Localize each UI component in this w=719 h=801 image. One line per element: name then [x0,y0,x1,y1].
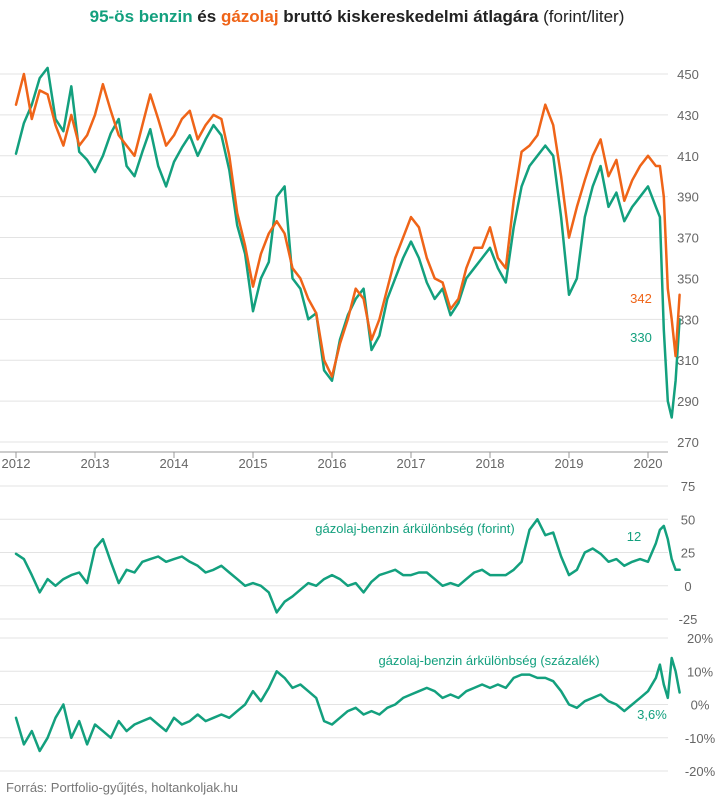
title-unit: (forint/liter) [538,7,624,26]
y-tick-label: 50 [681,512,695,527]
y-tick-label: -20% [685,764,716,779]
source-note: Forrás: Portfolio-gyűjtés, holtankoljak.… [6,780,238,795]
gazolaj-line [14,72,681,378]
y-tick-label: 450 [677,67,699,82]
y-tick-label: 430 [677,108,699,123]
y-tick-label: 25 [681,546,695,561]
x-tick-label: 2017 [397,456,426,471]
y-tick-label: 290 [677,394,699,409]
y-tick-label: 370 [677,231,699,246]
x-tick-label: 2013 [81,456,110,471]
x-tick-label: 2014 [160,456,189,471]
x-tick-label: 2012 [2,456,31,471]
series-label: gázolaj-benzin árkülönbség (forint) [315,521,514,536]
x-tick-label: 2016 [318,456,347,471]
y-tick-label: 390 [677,190,699,205]
y-tick-label: 330 [677,312,699,327]
y-tick-label: 310 [677,353,699,368]
x-tick-label: 2018 [476,456,505,471]
diff-line [14,656,681,753]
last-value-diff-forint: 12 [627,529,641,544]
last-value-gazolaj: 342 [630,291,652,306]
title-es: és [193,7,221,26]
last-value-diff-percent: 3,6% [637,707,667,722]
y-tick-label: 75 [681,479,695,494]
x-tick-label: 2020 [634,456,663,471]
diff-forint-panel: -25 0 25 50 75 gázolaj-benzin árkülönbség (fo… [0,479,697,627]
y-tick-label: 0% [691,698,710,713]
y-tick-label: 350 [677,271,699,286]
x-tick-label: 2015 [239,456,268,471]
series-label: gázolaj-benzin árkülönbség (százalék) [378,653,599,668]
title-gazolaj: gázolaj [221,7,279,26]
diff-percent-panel: -20% -10% 0% 10% 20% gázolaj-benzin árkülönbs… [0,631,716,779]
x-tick-label: 2019 [555,456,584,471]
y-tick-label: 270 [677,435,699,450]
diff-line [14,518,681,614]
y-tick-label: -10% [685,731,716,746]
y-tick-label: 10% [687,664,713,679]
chart-title: 95-ös benzin és gázolaj bruttó kiskeresk… [90,7,625,26]
title-benzin: 95-ös benzin [90,7,193,26]
price-panel: 270 290 310 330 350 370 390 410 430 450 2012 2013 20… [0,66,699,471]
title-rest: bruttó kiskereskedelmi átlagára [279,7,539,26]
y-tick-label: 410 [677,149,699,164]
y-tick-label: -25 [679,612,698,627]
benzin-line [14,66,681,419]
y-tick-label: 0 [684,579,691,594]
last-value-benzin: 330 [630,330,652,345]
y-tick-label: 20% [687,631,713,646]
